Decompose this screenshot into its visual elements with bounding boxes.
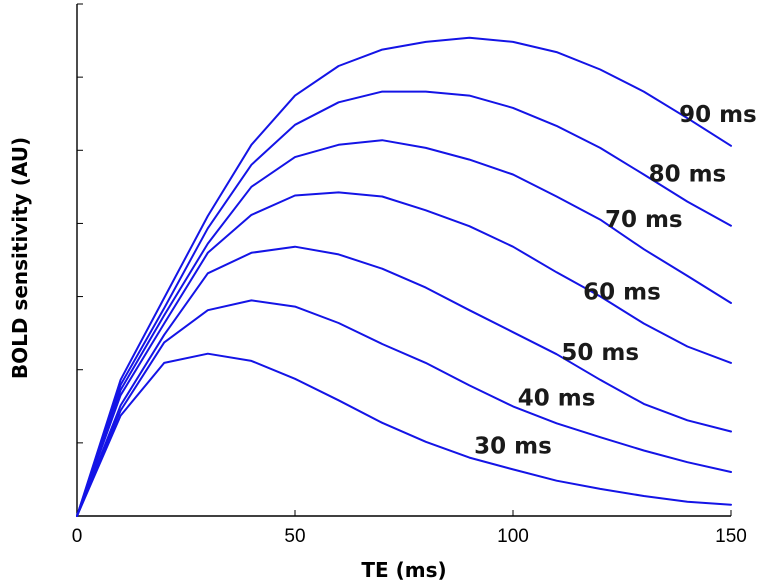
axes: [76, 4, 731, 517]
series-label: 90 ms: [679, 102, 757, 128]
series-line-50-ms: [76, 245, 732, 517]
series-label: 60 ms: [583, 279, 661, 305]
x-tick-label: 100: [497, 526, 529, 547]
series-label: 80 ms: [649, 162, 727, 188]
series-label: 70 ms: [605, 207, 683, 233]
x-tick-label: 0: [72, 526, 83, 547]
series-labels: 30 ms 40 ms 50 ms 60 ms 70 ms 80 ms 90 ms: [474, 102, 757, 460]
y-axis-title: BOLD sensitivity (AU): [8, 137, 32, 379]
series-line-40-ms: [76, 299, 732, 517]
x-tick-label: 50: [284, 526, 305, 547]
series-line-80-ms: [76, 90, 732, 517]
x-ticks: 0 50 100 150: [72, 510, 747, 547]
series-line-60-ms: [76, 191, 732, 517]
x-tick-label: 150: [715, 526, 747, 547]
series-label: 30 ms: [474, 433, 552, 459]
series-line-30-ms: [76, 352, 732, 517]
series-label: 40 ms: [518, 385, 596, 411]
series-lines: [76, 36, 732, 517]
series-label: 50 ms: [561, 340, 639, 366]
series-line-90-ms: [76, 36, 732, 517]
series-line-70-ms: [76, 139, 732, 517]
y-ticks: [77, 3, 83, 444]
x-axis-title: TE (ms): [361, 558, 446, 582]
